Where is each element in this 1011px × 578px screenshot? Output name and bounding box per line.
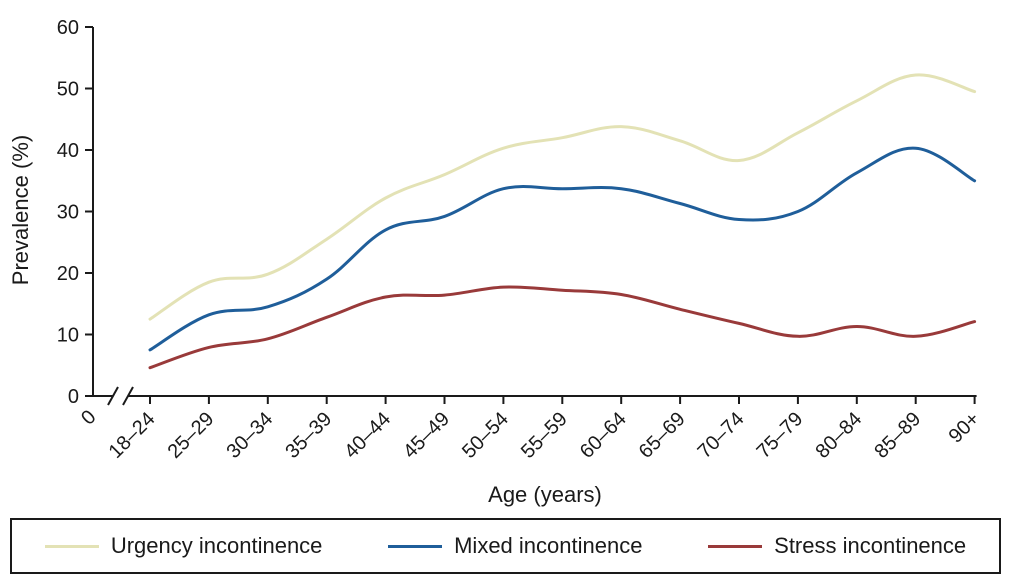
axis-break-mark-1 (107, 386, 119, 406)
x-tick-label-0: 18–24 (105, 408, 160, 463)
x-tick-label-12: 80–84 (811, 408, 866, 463)
y-tick-label-40: 40 (57, 140, 79, 162)
x-tick-label-4: 40–44 (340, 408, 395, 463)
x-tick-label-7: 55–59 (517, 408, 572, 463)
series-line-urgency (148, 73, 977, 321)
legend: Urgency incontinence Mixed incontinence … (10, 518, 1001, 574)
x-tick-label-14: 90+ (945, 408, 985, 448)
x-axis: 0 18–24 25–29 30–34 35–39 40–44 45–49 50–54 55–5… (77, 386, 985, 463)
x-tick-label-6: 50–54 (458, 408, 513, 463)
y-tick-label-10: 10 (57, 325, 79, 347)
x-tick-label-1: 25–29 (164, 408, 219, 463)
x-origin-label: 0 (77, 406, 100, 429)
series-line-mixed (148, 146, 977, 352)
axis-break-mark-2 (122, 386, 134, 406)
x-axis-title: Age (years) (488, 482, 602, 507)
legend-swatch-stress (708, 544, 763, 548)
y-tick-label-60: 60 (57, 17, 79, 39)
x-tick-label-13: 85–89 (870, 408, 925, 463)
legend-label-mixed: Mixed incontinence (454, 533, 643, 558)
x-tick-label-5: 45–49 (399, 408, 454, 463)
x-tick-label-9: 65–69 (635, 408, 690, 463)
legend-item-stress: Stress incontinence (708, 533, 966, 559)
y-tick-label-50: 50 (57, 79, 79, 101)
y-tick-label-30: 30 (57, 202, 79, 224)
x-tick-label-10: 70–74 (694, 408, 749, 463)
legend-item-mixed: Mixed incontinence (388, 533, 642, 559)
x-tick-label-3: 35–39 (281, 408, 336, 463)
x-tick-label-2: 30–34 (222, 408, 277, 463)
legend-swatch-urgency (44, 544, 99, 548)
legend-item-urgency: Urgency incontinence (44, 533, 323, 559)
legend-swatch-mixed (388, 544, 443, 548)
x-tick-label-11: 75–79 (753, 408, 808, 463)
legend-label-stress: Stress incontinence (774, 533, 967, 558)
y-axis-title: Prevalence (%) (8, 135, 33, 285)
y-tick-label-20: 20 (57, 263, 79, 285)
x-tick-label-8: 60–64 (576, 408, 631, 463)
y-axis: 0 10 20 30 40 50 60 (57, 17, 94, 408)
legend-label-urgency: Urgency incontinence (110, 533, 323, 558)
series-line-stress (148, 285, 977, 370)
y-tick-label-0: 0 (68, 386, 79, 408)
series-lines (148, 73, 977, 370)
